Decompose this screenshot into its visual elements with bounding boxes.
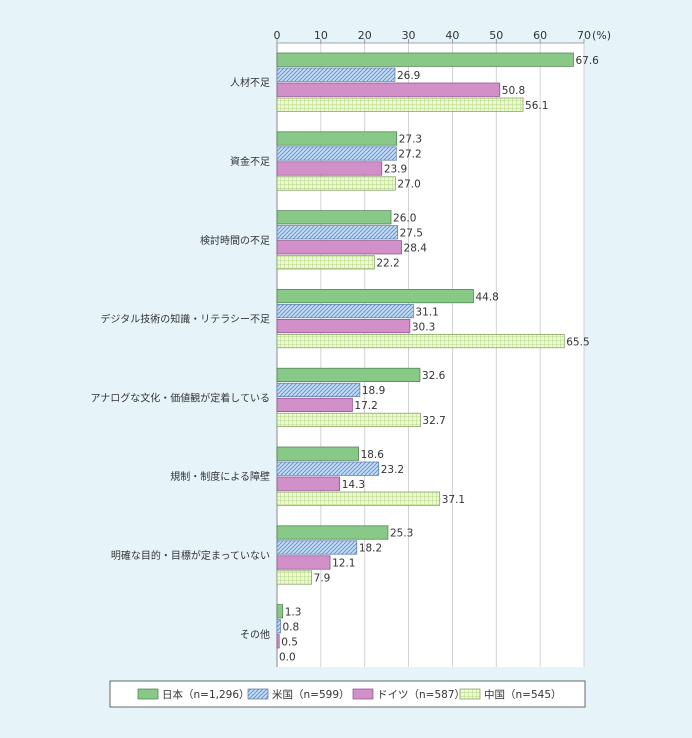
category-label: 検討時間の不足 bbox=[200, 234, 270, 247]
bar bbox=[276, 319, 411, 334]
x-tick-label: 10 bbox=[314, 29, 328, 42]
bar bbox=[276, 540, 358, 555]
category-label: 明確な目的・目標が定まっていない bbox=[111, 549, 270, 562]
bar bbox=[276, 446, 359, 461]
bar bbox=[276, 525, 389, 540]
data-label: 23.9 bbox=[384, 164, 407, 176]
category-label: アナログな文化・価値観が定着している bbox=[91, 391, 271, 404]
category-label: 人材不足 bbox=[230, 76, 270, 89]
x-axis-unit: (%) bbox=[592, 29, 611, 42]
bar bbox=[276, 412, 421, 427]
x-tick-label: 20 bbox=[358, 29, 372, 42]
bar bbox=[276, 555, 331, 570]
x-tick-label: 30 bbox=[402, 29, 416, 42]
data-label: 28.4 bbox=[404, 243, 428, 255]
category-label: デジタル技術の知識・リテラシー不足 bbox=[100, 313, 270, 326]
bar bbox=[276, 461, 380, 476]
data-label: 17.2 bbox=[354, 400, 377, 412]
bar bbox=[276, 97, 524, 112]
bar bbox=[276, 367, 421, 382]
category-label: 規制・制度による障壁 bbox=[170, 470, 270, 483]
bar bbox=[276, 225, 398, 240]
bar bbox=[276, 52, 574, 67]
bar bbox=[276, 397, 353, 412]
data-label: 26.9 bbox=[397, 70, 420, 82]
data-label: 25.3 bbox=[390, 528, 413, 540]
bar bbox=[276, 634, 280, 649]
bar bbox=[276, 570, 312, 585]
data-label: 27.5 bbox=[400, 228, 423, 240]
bar bbox=[276, 82, 501, 97]
data-label: 31.1 bbox=[415, 306, 438, 318]
legend-label: 中国（n=545） bbox=[484, 688, 562, 701]
data-label: 56.1 bbox=[525, 100, 548, 112]
bar bbox=[276, 334, 565, 349]
data-label: 27.2 bbox=[398, 149, 421, 161]
data-label: 27.0 bbox=[397, 179, 420, 191]
data-label: 18.6 bbox=[361, 449, 385, 461]
bar bbox=[276, 304, 414, 319]
data-label: 18.2 bbox=[359, 543, 382, 555]
data-label: 12.1 bbox=[332, 558, 355, 570]
data-label: 27.3 bbox=[399, 134, 422, 146]
bar bbox=[276, 161, 383, 176]
bar bbox=[276, 240, 402, 255]
data-label: 1.3 bbox=[285, 607, 302, 619]
bar bbox=[276, 176, 396, 191]
data-label: 44.8 bbox=[475, 291, 498, 303]
bar bbox=[276, 210, 392, 225]
bar bbox=[276, 382, 361, 397]
x-tick-label: 40 bbox=[445, 29, 459, 42]
data-label: 0.5 bbox=[281, 637, 298, 649]
bar bbox=[276, 476, 341, 491]
data-label: 0.0 bbox=[279, 652, 296, 664]
legend-label: 米国（n=599） bbox=[272, 688, 350, 701]
data-label: 18.9 bbox=[362, 385, 385, 397]
data-label: 32.7 bbox=[422, 415, 445, 427]
data-label: 30.3 bbox=[412, 321, 435, 333]
data-label: 37.1 bbox=[442, 494, 465, 506]
legend-label: ドイツ（n=587） bbox=[377, 689, 465, 701]
bar bbox=[276, 289, 474, 304]
legend-swatch bbox=[137, 688, 159, 700]
data-label: 0.8 bbox=[283, 622, 300, 634]
legend-swatch bbox=[247, 688, 269, 700]
category-label: 資金不足 bbox=[230, 155, 270, 168]
bar bbox=[276, 255, 375, 270]
x-tick-label: 50 bbox=[489, 29, 503, 42]
bar bbox=[276, 491, 441, 506]
data-label: 65.5 bbox=[566, 336, 589, 348]
legend-box bbox=[109, 680, 586, 708]
bar bbox=[276, 604, 284, 619]
legend-label: 日本（n=1,296） bbox=[162, 688, 250, 701]
data-label: 26.0 bbox=[393, 213, 416, 225]
data-label: 67.6 bbox=[575, 55, 599, 67]
bar bbox=[276, 619, 281, 634]
legend-swatch bbox=[459, 688, 481, 700]
data-label: 23.2 bbox=[381, 464, 404, 476]
data-label: 22.2 bbox=[376, 258, 399, 270]
x-tick-label: 0 bbox=[274, 29, 281, 42]
bar bbox=[276, 146, 397, 161]
x-tick-label: 60 bbox=[533, 29, 547, 42]
data-label: 50.8 bbox=[502, 85, 525, 97]
data-label: 14.3 bbox=[342, 479, 365, 491]
category-label: その他 bbox=[240, 628, 270, 641]
bar bbox=[276, 67, 396, 82]
data-label: 32.6 bbox=[422, 370, 446, 382]
legend-swatch bbox=[352, 688, 374, 700]
x-tick-label: 70 bbox=[577, 29, 591, 42]
data-label: 7.9 bbox=[314, 573, 331, 585]
bar bbox=[276, 131, 398, 146]
